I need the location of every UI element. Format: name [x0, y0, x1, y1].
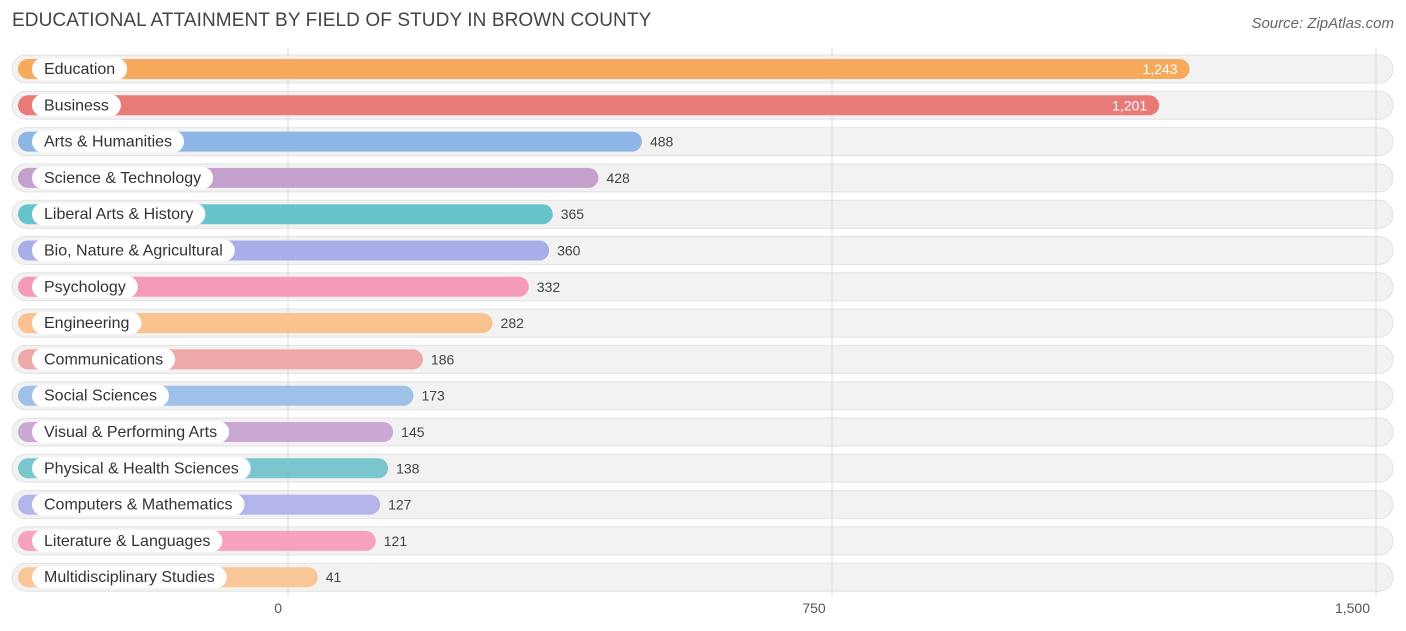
category-label-group: Liberal Arts & History — [32, 203, 206, 226]
category-label-pill — [32, 94, 121, 117]
bar[interactable] — [18, 95, 1160, 116]
category-label-group: Engineering — [32, 312, 142, 335]
category-label-pill — [32, 348, 176, 371]
category-label: Bio, Nature & Agricultural — [44, 243, 223, 260]
bar[interactable] — [18, 59, 1190, 79]
value-label: 428 — [606, 170, 630, 186]
category-label: Literature & Languages — [44, 533, 210, 550]
category-label-pill — [32, 130, 185, 153]
category-label-group: Social Sciences — [32, 384, 169, 407]
category-label: Visual & Performing Arts — [44, 424, 217, 441]
category-label-group: Communications — [32, 348, 176, 371]
category-label: Engineering — [44, 315, 129, 332]
value-label: 138 — [396, 460, 420, 476]
category-label-pill — [32, 529, 223, 552]
value-label: 488 — [650, 134, 674, 150]
category-label-pill — [32, 384, 169, 407]
source-label: Source: ZipAtlas.com — [1251, 15, 1394, 32]
value-label: 1,201 — [1112, 97, 1147, 113]
category-label-pill — [32, 421, 230, 443]
value-label: 360 — [557, 243, 581, 259]
category-label-group: Education — [32, 58, 128, 80]
category-label: Liberal Arts & History — [44, 206, 193, 223]
category-label: Multidisciplinary Studies — [44, 569, 215, 586]
category-label-group: Psychology — [32, 275, 138, 298]
category-label-group: Literature & Languages — [32, 529, 223, 552]
category-label-pill — [32, 203, 206, 226]
value-label: 1,243 — [1143, 61, 1178, 77]
value-label: 127 — [388, 497, 412, 513]
category-label-group: Computers & Mathematics — [32, 493, 245, 516]
category-label: Communications — [44, 351, 163, 368]
x-tick-label: 1,500 — [1335, 600, 1370, 616]
category-label-pill — [32, 166, 214, 189]
value-label: 365 — [561, 206, 585, 222]
value-label: 121 — [384, 533, 408, 549]
category-label-pill — [32, 58, 128, 80]
category-label-group: Arts & Humanities — [32, 130, 185, 153]
category-label: Physical & Health Sciences — [44, 460, 239, 477]
category-label-group: Science & Technology — [32, 166, 214, 189]
category-label: Arts & Humanities — [44, 134, 172, 151]
value-label: 145 — [401, 424, 425, 440]
category-label-pill — [32, 566, 227, 589]
value-label: 41 — [326, 569, 342, 585]
value-label: 282 — [501, 315, 525, 331]
category-label: Social Sciences — [44, 388, 157, 405]
chart-title: EDUCATIONAL ATTAINMENT BY FIELD OF STUDY… — [12, 10, 652, 31]
category-label-pill — [32, 239, 235, 262]
category-label-group: Visual & Performing Arts — [32, 421, 230, 443]
value-label: 186 — [431, 351, 455, 367]
category-label: Business — [44, 97, 109, 114]
row-background — [11, 562, 1394, 592]
category-label-pill — [32, 457, 251, 480]
category-label-group: Physical & Health Sciences — [32, 457, 251, 480]
value-label: 332 — [537, 279, 561, 295]
category-label-pill — [32, 493, 245, 516]
category-label: Psychology — [44, 279, 126, 296]
bar[interactable] — [18, 276, 529, 297]
category-label: Computers & Mathematics — [44, 497, 233, 514]
category-label-pill — [32, 312, 142, 335]
value-label: 173 — [421, 388, 445, 404]
category-label-group: Business — [32, 94, 121, 117]
category-label: Science & Technology — [44, 170, 201, 187]
category-label-pill — [32, 275, 138, 298]
x-tick-label: 750 — [802, 600, 826, 616]
x-tick-label: 0 — [274, 600, 282, 616]
category-label-group: Bio, Nature & Agricultural — [32, 239, 235, 262]
category-label-group: Multidisciplinary Studies — [32, 566, 227, 589]
category-label: Education — [44, 61, 115, 78]
